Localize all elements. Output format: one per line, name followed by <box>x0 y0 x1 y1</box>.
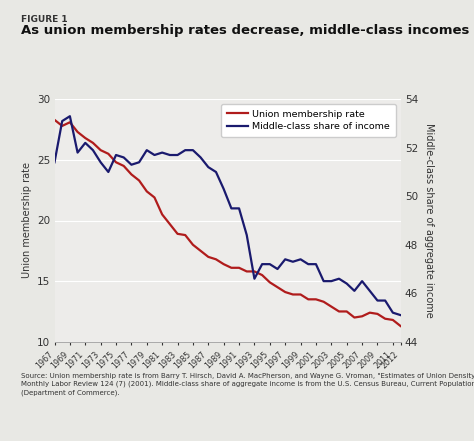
Y-axis label: Middle-class share of aggregate income: Middle-class share of aggregate income <box>423 123 434 318</box>
Text: Source: Union membership rate is from Barry T. Hirsch, David A. MacPherson, and : Source: Union membership rate is from Ba… <box>21 373 474 396</box>
Y-axis label: Union membership rate: Union membership rate <box>21 162 32 279</box>
Text: As union membership rates decrease, middle-class incomes shrink: As union membership rates decrease, midd… <box>21 24 474 37</box>
Text: FIGURE 1: FIGURE 1 <box>21 15 68 24</box>
Legend: Union membership rate, Middle-class share of income: Union membership rate, Middle-class shar… <box>221 104 396 137</box>
